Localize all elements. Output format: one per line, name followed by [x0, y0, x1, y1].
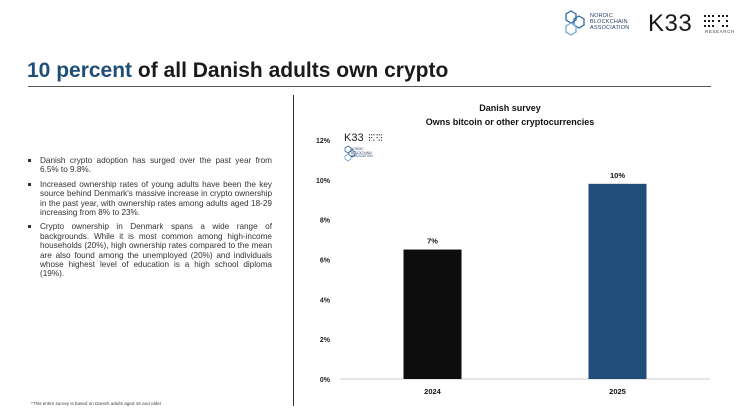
bullet-item: Increased ownership rates of young adult… [28, 180, 272, 218]
y-tick-label: 2% [320, 337, 331, 344]
y-tick-label: 8% [320, 218, 331, 225]
bullet-text: Increased ownership rates of young adult… [40, 179, 272, 218]
chart-watermark-dots-icon [369, 134, 382, 141]
bullet-dot-icon [28, 159, 31, 162]
title-divider [28, 86, 711, 87]
data-label: 10% [610, 171, 625, 180]
bullet-text: Danish crypto adoption has surged over t… [40, 156, 272, 175]
chart-watermark-nbc-icon [344, 145, 356, 162]
bar-2025 [588, 183, 647, 379]
bullet-item: Crypto ownership in Denmark spans a wide… [28, 222, 272, 278]
partner-logo-line: ASSOCIATION [590, 25, 630, 31]
y-tick-label: 10% [316, 178, 331, 185]
y-tick-label: 6% [320, 258, 331, 265]
y-tick-label: 12% [316, 138, 331, 145]
x-tick-label: 2024 [424, 387, 442, 396]
partner-logo-text: NORDIC BLOCKCHAIN ASSOCIATION [590, 13, 629, 31]
partner-logo-line: NORDIC [590, 13, 613, 19]
data-label: 7% [427, 237, 438, 246]
partner-logo-line: BLOCKCHAIN [590, 19, 628, 25]
chart-watermark-line: BLOCKCHAIN [351, 150, 372, 155]
title-rest: of all Danish adults own crypto [137, 59, 449, 82]
bullet-dot-icon [28, 182, 31, 186]
footnote: *This entire survey is based on Danish a… [31, 401, 162, 406]
bullet-text: Crypto ownership in Denmark spans a wide… [40, 222, 272, 279]
chart-watermark-line: NORDIC [351, 147, 364, 151]
chart-watermark-k33: K33 [344, 132, 364, 144]
chart-subtitle: Owns bitcoin or other cryptocurrencies [426, 117, 595, 127]
k33-dots-icon [704, 15, 728, 27]
nordic-blockchain-association-logo-icon [565, 10, 585, 36]
y-tick-label: 4% [320, 297, 331, 304]
bar-chart: Danish survey Owns bitcoin or other crypt… [316, 103, 710, 396]
x-tick-label: 2025 [609, 387, 626, 396]
bullet-item: Danish crypto adoption has surged over t… [28, 156, 272, 175]
title-highlight: 10 percent [27, 59, 133, 82]
bullet-list: Danish crypto adoption has surged over t… [28, 156, 272, 284]
k33-research-label: RESEARCH [705, 29, 735, 34]
k33-logo: K33 [648, 10, 693, 37]
chart-watermark-nbc-text: NORDIC BLOCKCHAIN ASSOCIATION [351, 147, 373, 159]
page-title: 10 percent of all Danish adults own cryp… [27, 59, 448, 83]
bar-2024 [403, 249, 462, 379]
bullet-dot-icon [28, 225, 31, 229]
y-tick-label: 0% [320, 377, 331, 384]
vertical-divider [293, 95, 294, 406]
chart-watermark-line: ASSOCIATION [351, 154, 373, 159]
chart-title: Danish survey [479, 103, 541, 113]
